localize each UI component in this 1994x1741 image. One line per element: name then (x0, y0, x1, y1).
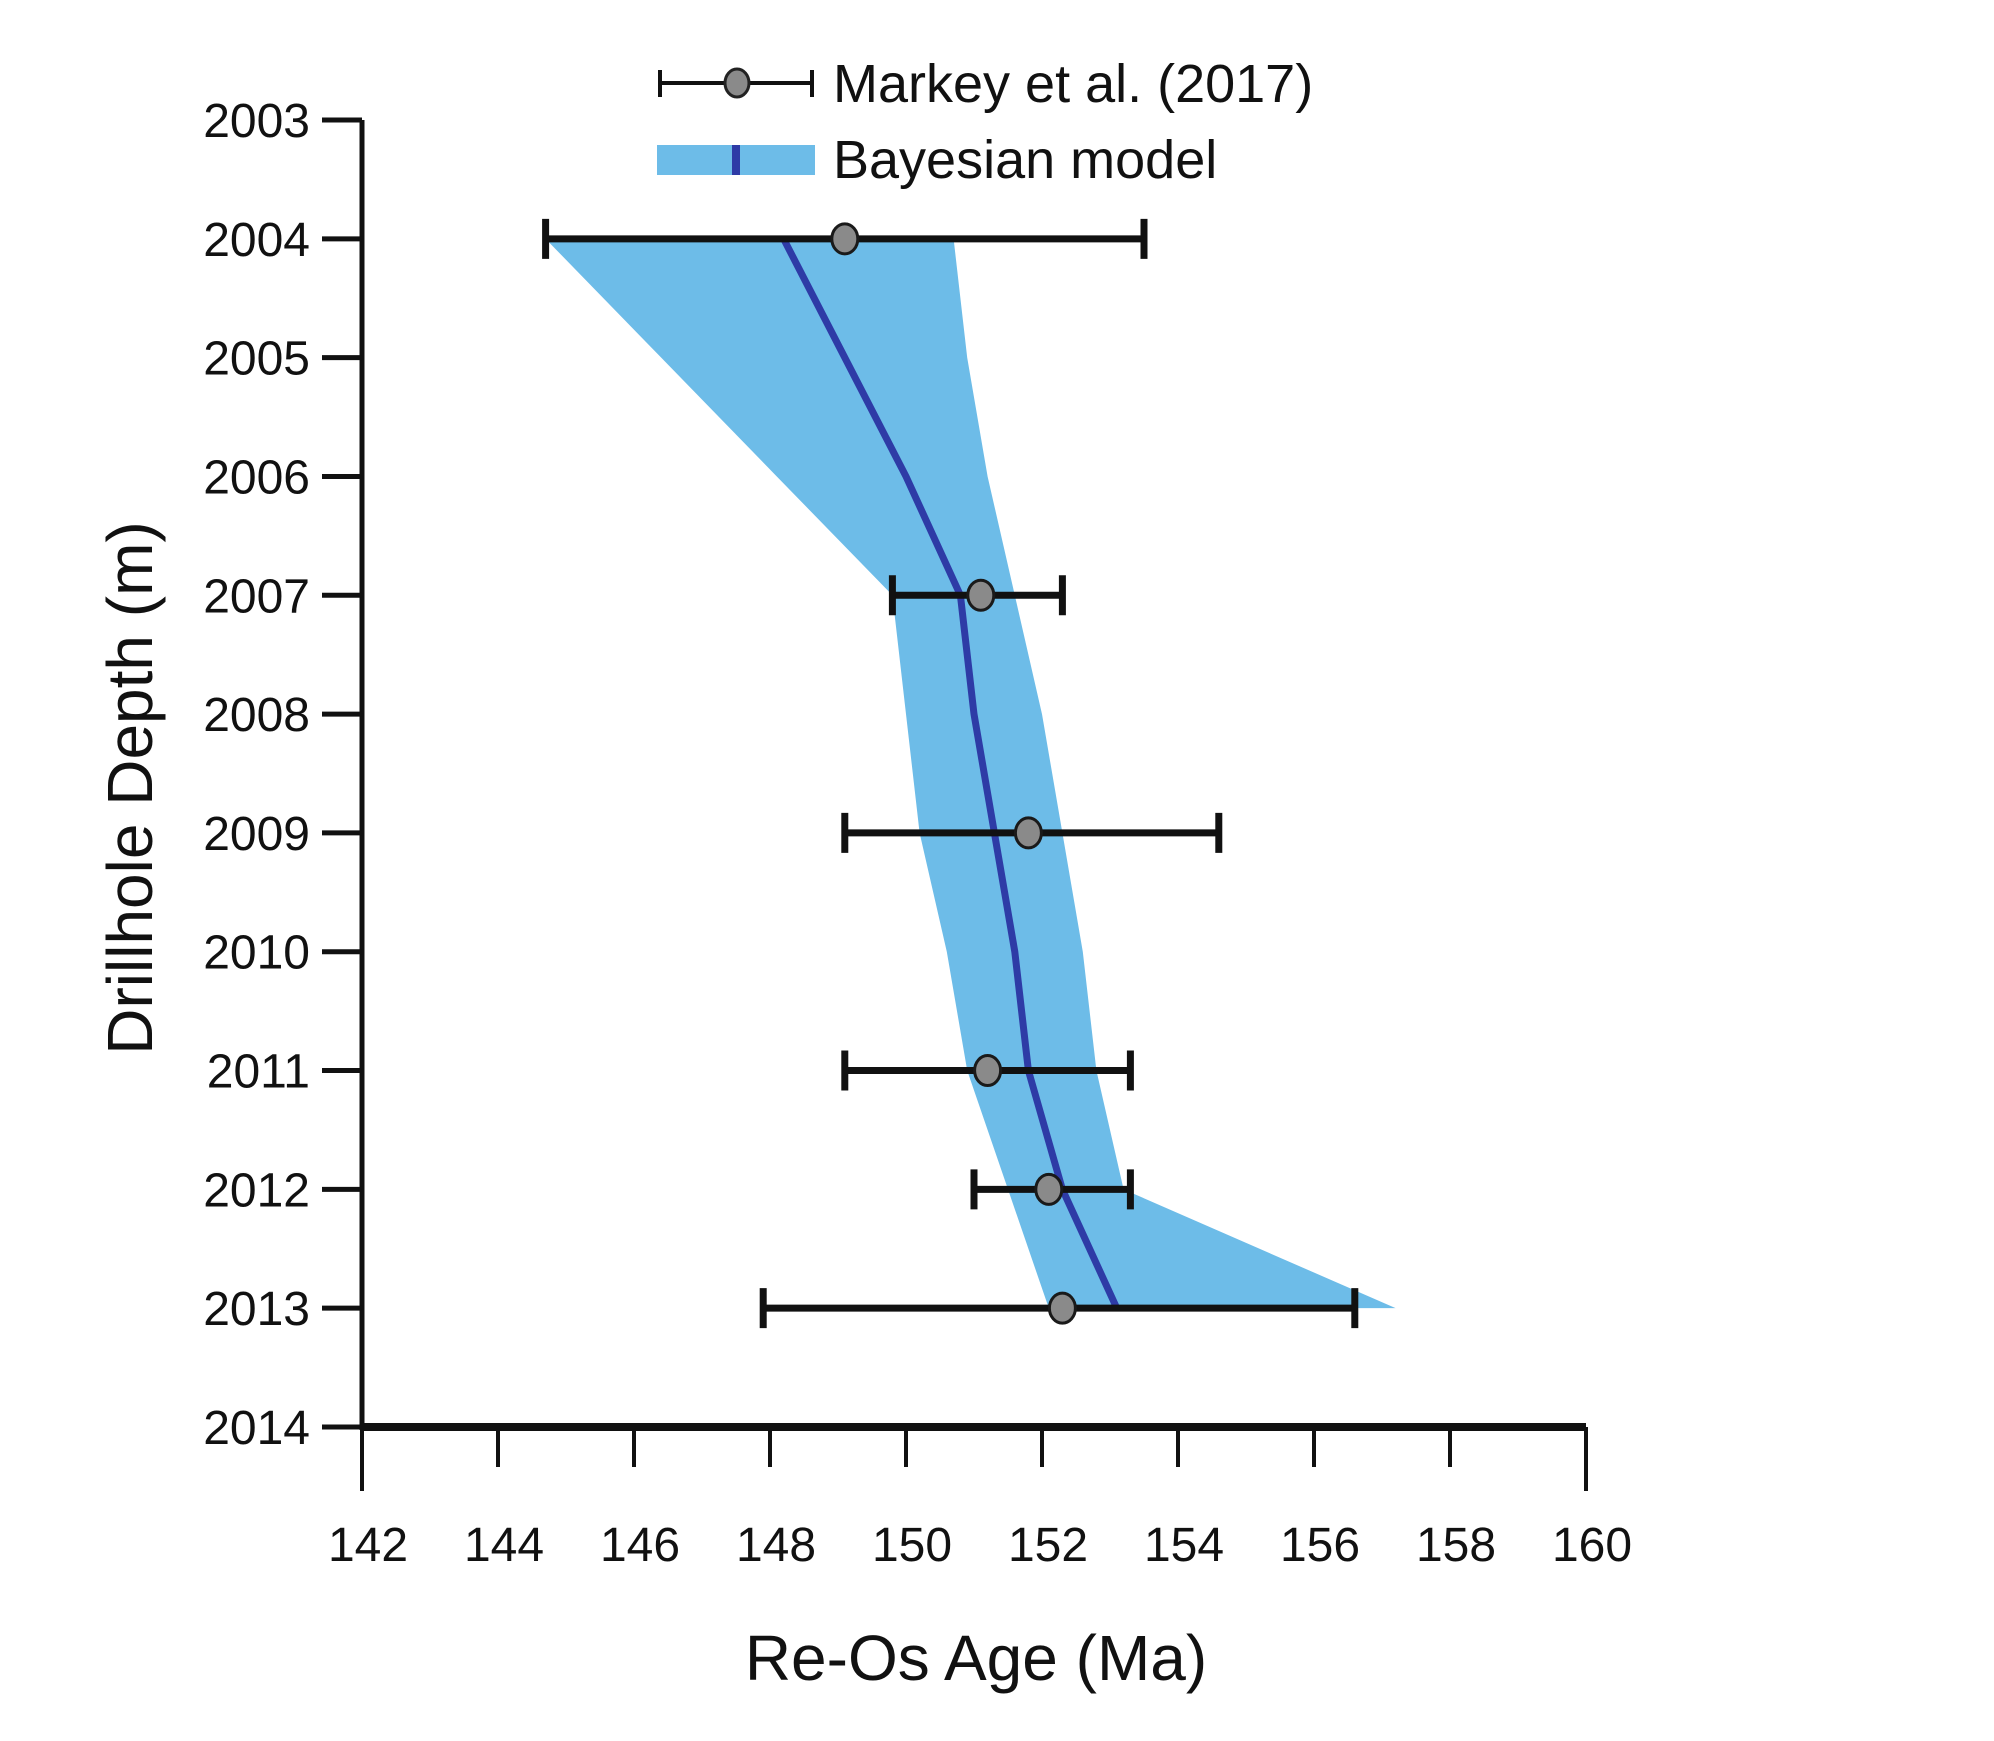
y-tick-label: 2008 (203, 689, 310, 742)
legend: Markey et al. (2017) Bayesian model (657, 54, 1313, 190)
axes (322, 117, 1588, 1491)
y-axis-title: Drillhole Depth (m) (94, 521, 166, 1054)
y-tick-label: 2003 (203, 95, 310, 148)
legend-label-markey: Markey et al. (2017) (833, 54, 1313, 114)
x-tick-label: 158 (1416, 1519, 1496, 1572)
y-tick-label: 2009 (203, 808, 310, 861)
data-marker (973, 1054, 1003, 1088)
y-tick-label: 2005 (203, 333, 310, 386)
x-tick-label: 154 (1144, 1519, 1224, 1572)
bayesian-credible-band (545, 238, 1396, 1309)
y-tick-label: 2011 (207, 1046, 310, 1099)
y-tick-label: 2012 (203, 1164, 310, 1217)
data-point-2004 (542, 218, 1148, 259)
x-tick-label: 146 (600, 1519, 680, 1572)
legend-median-swatch (732, 145, 740, 175)
legend-label-bayesian: Bayesian model (833, 130, 1217, 190)
x-tick-label: 150 (872, 1519, 952, 1572)
data-point-2009 (841, 812, 1223, 853)
y-tick-label: 2006 (203, 451, 310, 504)
data-point-2012 (970, 1169, 1134, 1210)
data-point-2013 (759, 1288, 1359, 1329)
data-marker (830, 222, 860, 256)
y-tick-label: 2014 (203, 1402, 310, 1455)
x-tick-label: 152 (1008, 1519, 1088, 1572)
data-point-2011 (841, 1050, 1134, 1091)
legend-item-markey: Markey et al. (2017) (658, 54, 1313, 114)
data-marker (1034, 1172, 1064, 1206)
x-tick-label: 144 (464, 1519, 544, 1572)
data-point-2007 (888, 575, 1066, 616)
x-tick-label: 160 (1552, 1519, 1632, 1572)
x-tick-label: 156 (1280, 1519, 1360, 1572)
data-marker (1013, 816, 1043, 850)
legend-marker (723, 67, 751, 99)
x-tick-label: 148 (736, 1519, 816, 1572)
y-tick-label: 2013 (203, 1283, 310, 1336)
x-tick-label: 142 (328, 1519, 408, 1572)
x-axis-title: Re-Os Age (Ma) (745, 1622, 1207, 1694)
tick-labels: 2003 2004 2005 2006 2007 2008 2009 2010 2011 2012… (203, 95, 1632, 1572)
data-marker (1047, 1291, 1077, 1325)
errorbar-layer (542, 218, 1359, 1329)
legend-item-bayesian: Bayesian model (657, 130, 1217, 190)
data-marker (966, 578, 996, 612)
y-tick-label: 2010 (203, 927, 310, 980)
y-tick-label: 2007 (203, 570, 310, 623)
bayesian-band-layer (545, 237, 1396, 1310)
y-tick-label: 2004 (203, 214, 310, 267)
bayesian-median-line (780, 237, 1120, 1310)
